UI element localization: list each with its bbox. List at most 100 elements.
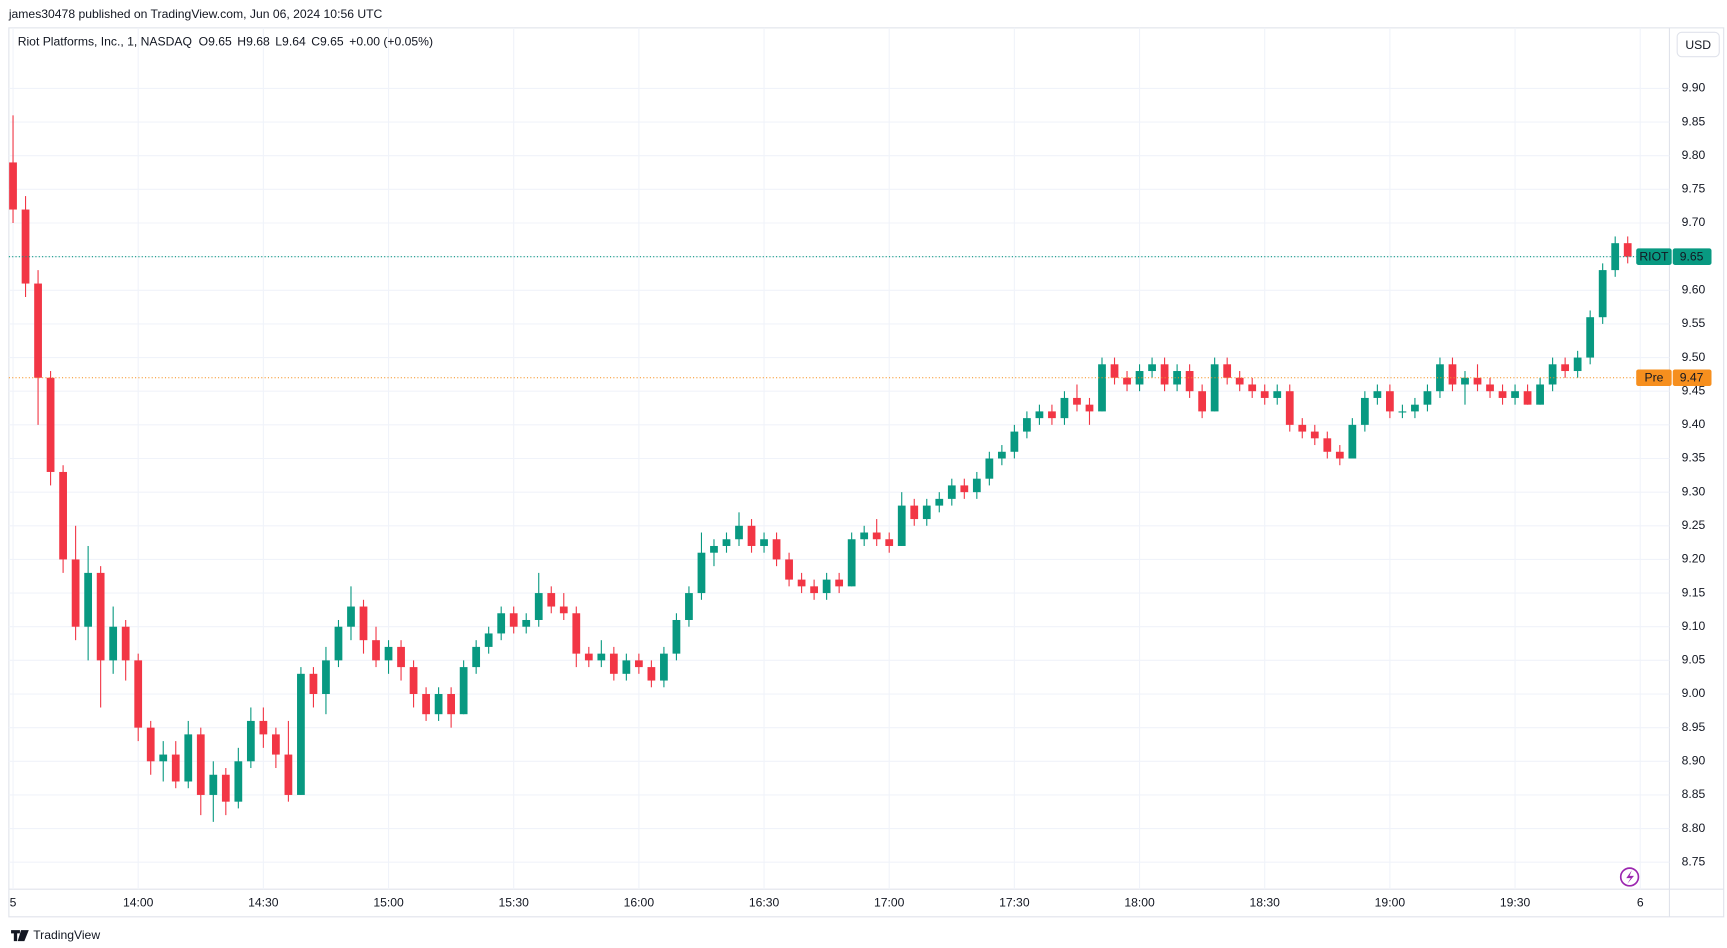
candle-body	[547, 593, 556, 607]
y-tick-label: 9.10	[1682, 619, 1706, 633]
price-tag-value: 9.65	[1680, 249, 1704, 263]
y-tick-label: 9.90	[1682, 81, 1706, 95]
candle-body	[1586, 317, 1595, 358]
candle-body	[722, 539, 731, 546]
candle-body	[297, 673, 305, 795]
candle-body	[447, 694, 456, 715]
candle-body	[1035, 411, 1044, 419]
candle-body	[372, 640, 380, 661]
candle-body	[822, 579, 831, 594]
candle-body	[785, 559, 793, 580]
y-tick-label: 9.80	[1682, 148, 1706, 162]
y-tick-label: 9.00	[1682, 686, 1706, 700]
ohlc-value: O9.65	[199, 34, 232, 48]
candle-body	[21, 209, 30, 284]
candle-body	[34, 283, 42, 378]
candle-body	[509, 613, 518, 627]
candle-body	[1348, 424, 1357, 459]
candle-body	[272, 734, 280, 755]
currency-button[interactable]	[1676, 31, 1720, 58]
snap-icon-circle[interactable]	[1619, 867, 1640, 887]
symbol-legend: Riot Platforms, Inc., 1, NASDAQ O9.65 H9.…	[18, 34, 433, 48]
candle-body	[422, 694, 430, 715]
candle-body	[960, 485, 969, 493]
y-tick-label: 9.25	[1682, 518, 1706, 532]
candle-body	[209, 774, 218, 795]
candle-body	[434, 694, 443, 715]
publisher-header: james30478 published on TradingView.com,…	[8, 7, 383, 21]
candle-body	[184, 734, 193, 782]
price-tag-value: 9.47	[1680, 371, 1704, 385]
y-tick-label: 9.85	[1682, 114, 1706, 128]
candle-body	[284, 754, 293, 795]
candle-body	[947, 485, 956, 499]
price-lines: RIOT 9.65 Pre 9.47	[8, 248, 1712, 387]
ohlc-value: C9.65	[311, 34, 344, 48]
candle-body	[497, 613, 506, 634]
candle-body	[246, 720, 255, 762]
candle-body	[710, 545, 718, 553]
candle-body	[1285, 391, 1294, 425]
candle-body	[1461, 377, 1469, 385]
candle-body	[1073, 397, 1081, 405]
candle-body	[810, 586, 818, 594]
candle-body	[1248, 384, 1257, 392]
candle-body	[1373, 391, 1382, 398]
x-tick-label: 19:00	[1375, 896, 1406, 910]
candle-body	[634, 660, 643, 668]
candle-body	[359, 606, 368, 641]
candle-body	[1398, 411, 1407, 413]
y-tick-label: 9.60	[1682, 283, 1706, 297]
y-tick-label: 8.90	[1682, 754, 1706, 768]
candle-body	[1548, 364, 1557, 385]
candle-body	[159, 754, 168, 762]
x-tick-label: 16:30	[749, 896, 780, 910]
candle-body	[1486, 384, 1494, 392]
x-tick-label: 6	[1637, 896, 1644, 910]
x-tick-label: 19:30	[1500, 896, 1531, 910]
candle-body	[9, 162, 17, 210]
candle-body	[1260, 391, 1269, 398]
currency-label[interactable]: USD	[1685, 38, 1711, 52]
candle-body	[1235, 377, 1244, 385]
y-tick-label: 9.45	[1682, 383, 1706, 397]
candle-body	[1448, 364, 1457, 385]
candle-body	[672, 619, 681, 654]
candle-body	[1135, 371, 1144, 385]
candle-body	[735, 525, 743, 540]
y-tick-label: 9.50	[1682, 350, 1706, 364]
candle-body	[835, 579, 844, 587]
candle-body	[985, 458, 994, 479]
candle-body	[1048, 411, 1056, 419]
candle-body	[1310, 431, 1319, 439]
candle-body	[647, 667, 656, 681]
candle-body	[196, 734, 205, 795]
chart-frame	[8, 27, 1725, 918]
candle-body	[1536, 384, 1544, 405]
candle-body	[397, 646, 405, 668]
candle-body	[910, 505, 919, 520]
candle-body	[622, 660, 631, 674]
candle-body	[1623, 243, 1632, 257]
candle-body	[1160, 364, 1169, 385]
candle-body	[972, 478, 981, 493]
x-tick-label: 18:30	[1250, 896, 1281, 910]
x-tick-label: 15:30	[498, 896, 529, 910]
snap-icon[interactable]	[1619, 867, 1640, 887]
candle-body	[1473, 377, 1482, 385]
x-tick-label: 15:00	[373, 896, 404, 910]
candle-body	[71, 559, 80, 627]
x-tick-label: 17:30	[999, 896, 1030, 910]
candle-body	[1598, 270, 1607, 318]
candle-body	[384, 646, 393, 661]
candle-body	[1611, 243, 1620, 271]
candle-body	[1023, 418, 1031, 432]
candle-body	[1411, 404, 1419, 412]
candle-body	[347, 606, 355, 627]
snap-icon-bolt[interactable]	[1626, 870, 1635, 884]
candle-body	[1386, 391, 1394, 412]
grid: 8.75 8.80 8.85 8.90 8.95 9.00 9.05 9.10 9.15 9.20…	[8, 27, 1706, 910]
price-tag-value-bg	[1672, 248, 1712, 265]
